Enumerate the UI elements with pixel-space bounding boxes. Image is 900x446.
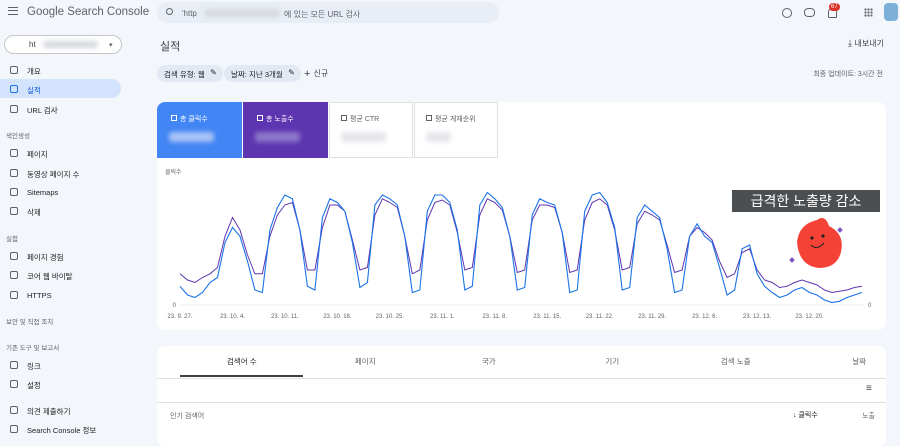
nav-item[interactable]: 코어 웹 바이탈 — [27, 271, 73, 282]
mascot-eye — [821, 234, 824, 237]
property-selector[interactable]: ht ▾ — [4, 35, 122, 54]
mascot — [797, 218, 842, 268]
export-button[interactable]: ⤓ 내보내기 — [848, 38, 884, 49]
filter-rows-button[interactable]: ≡ — [866, 383, 872, 394]
nav-icon — [10, 169, 18, 177]
filter-label: 검색 유형: 웹 — [164, 70, 205, 79]
help-icon[interactable] — [782, 8, 792, 18]
page: Google Search Console 'http 에 있는 모든 URL … — [0, 0, 900, 436]
menu-button[interactable] — [8, 7, 18, 15]
x-tick-label: 23. 11. 22. — [586, 314, 614, 320]
x-tick-label: 23. 10. 4. — [220, 314, 245, 320]
x-tick-label: 23. 9. 27. — [167, 314, 192, 320]
nav-icon — [10, 207, 18, 215]
active-tab-indicator — [180, 375, 303, 377]
property-name: ht — [29, 40, 36, 49]
nav-item[interactable]: 의견 제출하기 — [27, 406, 70, 417]
nav-item[interactable]: Sitemaps — [27, 188, 58, 197]
column-label: 클릭수 — [798, 412, 817, 419]
chart: 클릭수 0 0 23. 9. 27. 23. 10. 4. 23. 10. 11. 23. … — [157, 102, 886, 330]
nav-item[interactable]: URL 검사 — [27, 105, 58, 116]
nav-icon — [10, 380, 18, 388]
nav-icon — [10, 252, 18, 260]
nav-icon — [10, 425, 18, 433]
filter-chip[interactable]: 검색 유형: 웹✎ — [157, 65, 223, 82]
export-label: 내보내기 — [854, 39, 883, 48]
nav-highlight — [0, 79, 121, 98]
mascot-eye — [810, 236, 813, 239]
apps-icon[interactable] — [864, 8, 873, 17]
column-header[interactable]: ↓ 클릭수 — [793, 410, 818, 420]
tab[interactable]: 날짜 — [798, 356, 900, 367]
y2-tick-label: 0 — [868, 303, 872, 309]
search-bar[interactable]: 'http 에 있는 모든 URL 검사 — [157, 2, 499, 23]
sparkle — [789, 257, 795, 263]
nav-item[interactable]: 페이지 — [27, 149, 48, 160]
nav-icon — [10, 291, 18, 299]
nav-section[interactable]: 기존 도구 및 보고서 — [6, 342, 59, 352]
tab[interactable]: 검색 노출 — [674, 356, 798, 367]
new-filter-label: 신규 — [313, 69, 328, 78]
nav-item[interactable]: 설정 — [27, 380, 41, 391]
x-tick-label: 23. 12. 13. — [743, 314, 772, 320]
nav-icon — [10, 406, 18, 414]
nav-item[interactable]: 실적 — [27, 85, 41, 96]
nav-icon — [10, 105, 18, 113]
annotation: 급격한 노출량 감소 — [751, 193, 862, 209]
nav-icon — [10, 85, 18, 93]
x-tick-label: 23. 10. 18. — [323, 314, 352, 320]
nav-item[interactable]: 링크 — [27, 361, 41, 372]
nav-icon — [10, 66, 18, 74]
search-prefix: 'http — [182, 9, 197, 18]
people-icon[interactable] — [804, 8, 815, 17]
column-header: 인기 검색어 — [170, 411, 204, 421]
notification-badge: 67 — [829, 3, 840, 11]
last-update: 최종 업데이트: 3시간 전 — [813, 69, 883, 79]
filter-label: 날짜: 지난 3개월 — [231, 70, 283, 79]
search-suffix: 에 있는 모든 URL 검사 — [284, 9, 360, 20]
column-header[interactable]: 노출 — [862, 411, 875, 421]
x-tick-label: 23. 11. 15. — [533, 314, 561, 320]
nav-item[interactable]: HTTPS — [27, 291, 52, 300]
nav-section[interactable]: 보안 및 직접 조치 — [6, 316, 53, 326]
product-name: Google Search Console — [27, 6, 149, 18]
sparkle — [837, 227, 843, 233]
filter-chip[interactable]: 날짜: 지난 3개월✎ — [224, 65, 301, 82]
page-title: 실적 — [160, 38, 180, 54]
x-tick-label: 23. 10. 25. — [376, 314, 405, 320]
x-tick-label: 23. 11. 29. — [638, 314, 666, 320]
avatar[interactable] — [884, 3, 898, 21]
tab[interactable]: 검색어 수 — [180, 356, 304, 367]
x-tick-label: 23. 11. 1. — [430, 314, 455, 320]
nav-item[interactable]: 페이지 경험 — [27, 252, 64, 263]
tab[interactable]: 페이지 — [304, 356, 428, 367]
nav-section[interactable]: 실험 — [6, 233, 18, 243]
nav-icon — [10, 149, 18, 157]
new-filter[interactable]: + 신규 — [304, 67, 328, 79]
nav-section[interactable]: 색인생성 — [6, 130, 30, 140]
nav-item[interactable]: 삭제 — [27, 207, 41, 218]
x-tick-label: 23. 11. 8. — [482, 314, 507, 320]
y-tick-label: 0 — [173, 303, 177, 309]
y-axis-title: 클릭수 — [165, 168, 182, 176]
nav-item[interactable]: 동영상 페이지 수 — [27, 169, 79, 180]
nav-icon — [10, 188, 18, 196]
x-tick-label: 23. 10. 11. — [271, 314, 299, 320]
tab[interactable]: 국가 — [427, 356, 551, 367]
x-tick-label: 23. 12. 20. — [795, 314, 824, 320]
x-tick-label: 23. 12. 6. — [692, 314, 717, 320]
nav-item[interactable]: 개요 — [27, 66, 41, 77]
nav-icon — [10, 361, 18, 369]
nav-icon — [10, 271, 18, 279]
nav-item[interactable]: Search Console 정보 — [27, 425, 96, 436]
tab[interactable]: 기기 — [551, 356, 675, 367]
